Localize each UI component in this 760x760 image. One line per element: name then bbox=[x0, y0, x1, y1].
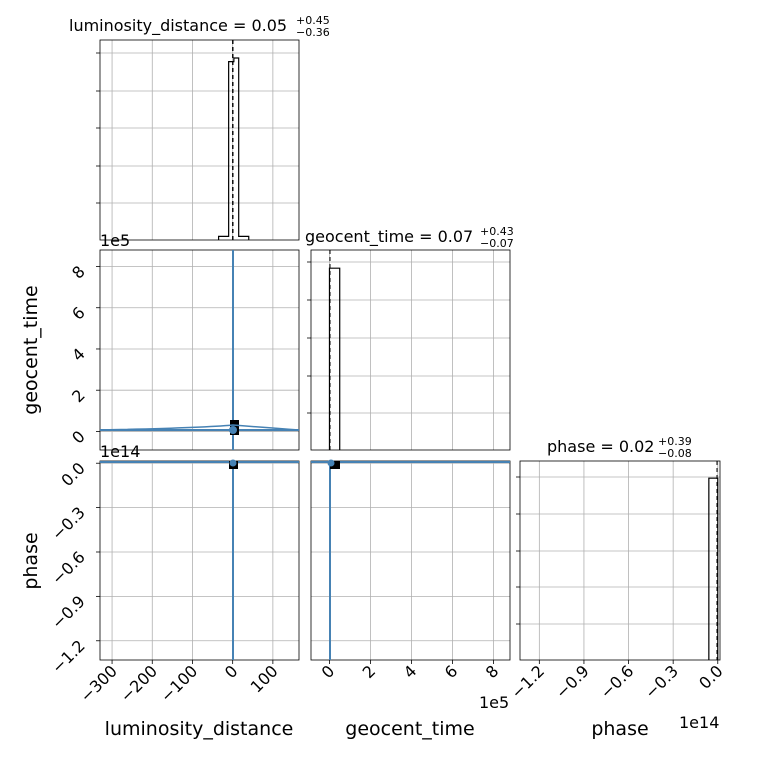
hist-bars-phase bbox=[708, 477, 719, 660]
title-phase: phase = 0.02 bbox=[547, 437, 654, 456]
contour-phase-vs-luminosity bbox=[100, 459, 299, 660]
ytick-label-geocent-time: 2 bbox=[68, 386, 89, 407]
panel-frame-geocent-time bbox=[310, 249, 511, 451]
grid-layer bbox=[100, 40, 720, 660]
xtick-label-phase: −1.2 bbox=[507, 661, 548, 702]
density-center bbox=[229, 459, 237, 467]
ticks-layer: −300−200−100 0 100 0 2 4 6 8 −1.2 −0.9 −0.6 −0.3 0.0… bbox=[48, 262, 727, 706]
xlabel-luminosity-distance: luminosity_distance bbox=[105, 718, 294, 740]
ytick-label-phase: −0.6 bbox=[48, 547, 89, 588]
hist-geocent-time bbox=[328, 250, 341, 450]
xtick-label-geocent-time: 8 bbox=[482, 661, 503, 682]
title-luminosity-distance-sup: +0.45 bbox=[296, 14, 330, 27]
xtick-label-luminosity-distance: −300 bbox=[76, 661, 121, 706]
ylabel-geocent-time: geocent_time bbox=[20, 285, 42, 414]
title-geocent-time-sub: −0.07 bbox=[480, 237, 514, 250]
hist-phase bbox=[708, 461, 719, 660]
hist-luminosity-distance bbox=[217, 40, 250, 240]
ytick-label-geocent-time: 0 bbox=[68, 427, 89, 448]
xtick-label-phase: −0.9 bbox=[552, 661, 593, 702]
offset-label-col1-x: 1e5 bbox=[479, 693, 509, 712]
ytick-label-geocent-time: 8 bbox=[68, 262, 89, 283]
xtick-label-phase: −0.3 bbox=[641, 661, 682, 702]
offset-label-col2-x: 1e14 bbox=[679, 713, 719, 732]
xlabel-geocent-time: geocent_time bbox=[345, 718, 474, 740]
ytick-label-phase: 0.0 bbox=[57, 459, 88, 490]
xtick-label-luminosity-distance: 100 bbox=[247, 661, 282, 696]
panel-frame-phase-vs-geocent bbox=[310, 460, 511, 661]
title-phase-sub: −0.08 bbox=[658, 447, 692, 460]
xlabel-phase: phase bbox=[591, 718, 648, 740]
panel-frame-geocent-vs-luminosity bbox=[99, 249, 300, 451]
xtick-label-geocent-time: 4 bbox=[400, 661, 421, 682]
ytick-label-phase: −0.3 bbox=[48, 503, 89, 544]
panel-frame-phase-vs-luminosity bbox=[99, 460, 300, 661]
density-center bbox=[229, 426, 237, 434]
title-geocent-time: geocent_time = 0.07 bbox=[305, 227, 473, 247]
ylabel-phase: phase bbox=[20, 532, 42, 589]
density-block bbox=[330, 461, 340, 469]
offset-label-row1-y: 1e5 bbox=[100, 231, 130, 250]
title-phase-sup: +0.39 bbox=[658, 435, 692, 448]
title-geocent-time-sup: +0.43 bbox=[480, 225, 514, 238]
xtick-label-geocent-time: 0 bbox=[318, 661, 339, 682]
panel-frame-luminosity-distance bbox=[99, 39, 300, 241]
ytick-label-phase: −1.2 bbox=[48, 636, 89, 677]
xtick-label-geocent-time: 6 bbox=[441, 661, 462, 682]
contour-curve bbox=[99, 424, 300, 431]
ytick-label-geocent-time: 4 bbox=[68, 344, 89, 365]
offset-label-row2-y: 1e14 bbox=[100, 442, 140, 461]
contour-geocent-vs-luminosity bbox=[99, 250, 300, 450]
title-luminosity-distance-sub: −0.36 bbox=[296, 26, 330, 39]
xtick-label-luminosity-distance: −100 bbox=[157, 661, 202, 706]
gt-hist-yticks bbox=[307, 261, 311, 414]
panel-frame-phase bbox=[519, 460, 721, 661]
hist-bars-geocent-time bbox=[328, 267, 341, 450]
ld-hist-yticks bbox=[96, 52, 100, 204]
xtick-label-luminosity-distance: 0 bbox=[221, 661, 242, 682]
xtick-label-luminosity-distance: −200 bbox=[117, 661, 162, 706]
density-center bbox=[327, 459, 335, 467]
hist-bars-luminosity-distance bbox=[217, 57, 250, 240]
contour-phase-vs-geocent bbox=[311, 459, 510, 660]
xtick-label-phase: −0.6 bbox=[596, 661, 637, 702]
xtick-label-phase: 0.0 bbox=[695, 661, 726, 692]
ytick-label-geocent-time: 6 bbox=[68, 303, 89, 324]
title-luminosity-distance: luminosity_distance = 0.05 bbox=[69, 16, 287, 36]
ph-hist-yticks bbox=[516, 476, 520, 625]
xtick-label-geocent-time: 2 bbox=[359, 661, 380, 682]
ytick-label-phase: −0.9 bbox=[48, 592, 89, 633]
